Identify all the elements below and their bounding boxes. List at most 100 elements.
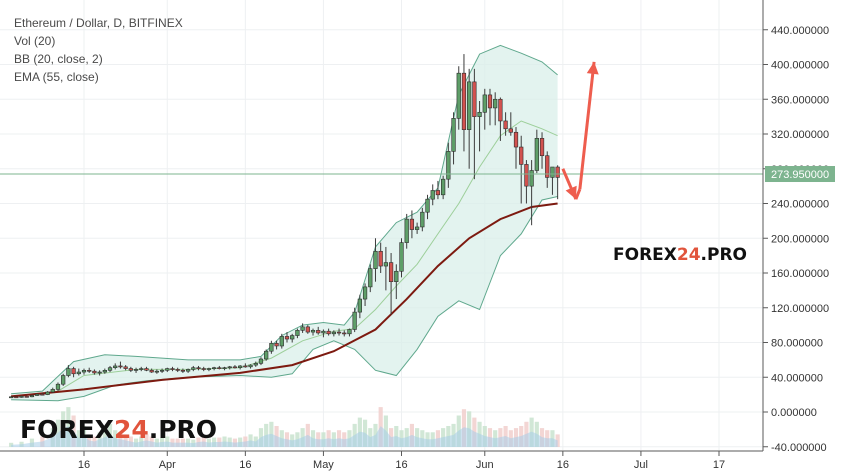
candle-body bbox=[19, 396, 24, 398]
price-axis-tick-label: 0.000000 bbox=[771, 407, 817, 419]
candle-body bbox=[149, 369, 154, 373]
candle-body bbox=[430, 190, 435, 200]
candle-body bbox=[383, 262, 389, 267]
chart-legend: Ethereum / Dollar, D, BITFINEX Vol (20) … bbox=[14, 14, 183, 86]
candle-body bbox=[232, 366, 238, 369]
candle-body bbox=[300, 326, 305, 331]
candle-body bbox=[24, 396, 29, 398]
time-axis-tick-label: Apr bbox=[159, 459, 176, 471]
candle-body bbox=[290, 335, 295, 340]
candle-body bbox=[128, 368, 133, 371]
price-axis-tick-label: -40.000000 bbox=[771, 442, 827, 454]
candle-body bbox=[295, 330, 300, 336]
bb-upper-line bbox=[11, 44, 558, 395]
candle-body bbox=[113, 365, 118, 368]
candle-body bbox=[107, 367, 113, 371]
forecast-arrow-joint bbox=[574, 188, 582, 200]
candle-body bbox=[409, 218, 415, 230]
time-axis-tick-label: Jul bbox=[634, 459, 648, 471]
candle-body bbox=[71, 368, 76, 375]
candle-body bbox=[243, 365, 248, 368]
candle-body bbox=[519, 146, 524, 165]
candle-body bbox=[253, 363, 258, 366]
candle-body bbox=[102, 369, 107, 373]
candle-body bbox=[159, 369, 165, 372]
time-axis-tick-label: 17 bbox=[713, 459, 725, 471]
candle-body bbox=[97, 371, 102, 374]
ema-line-path bbox=[11, 202, 558, 398]
candle-body bbox=[414, 226, 420, 230]
price-axis-tick-label: 240.000000 bbox=[771, 199, 829, 211]
forecast-arrows bbox=[561, 61, 599, 200]
price-axis-tick-label: 160.000000 bbox=[771, 268, 829, 280]
last-price-label: 273.950000 bbox=[771, 169, 829, 181]
candle-body bbox=[326, 330, 331, 335]
candle-body bbox=[14, 396, 19, 399]
candle-body bbox=[362, 286, 368, 300]
candle-body bbox=[66, 368, 71, 376]
forecast-arrow-up-shaft bbox=[578, 61, 596, 190]
candle-body bbox=[451, 118, 456, 152]
candle-body bbox=[477, 111, 482, 117]
candle-body bbox=[81, 369, 87, 373]
candle-body bbox=[55, 383, 61, 390]
price-axis-tick-label: 320.000000 bbox=[771, 129, 829, 141]
price-axis-tick-label: 200.000000 bbox=[771, 233, 829, 245]
candle-body bbox=[222, 367, 227, 369]
candle-body bbox=[498, 98, 503, 122]
candle-body bbox=[513, 131, 519, 148]
candle-body bbox=[550, 166, 555, 178]
candle-body bbox=[503, 120, 508, 130]
candle-body bbox=[482, 94, 487, 113]
candle-body bbox=[269, 343, 274, 352]
candle-body bbox=[35, 393, 40, 396]
time-axis-tick-label: 16 bbox=[395, 459, 407, 471]
candle-body bbox=[357, 298, 362, 313]
candle-body bbox=[529, 170, 534, 187]
candle-body bbox=[435, 190, 441, 196]
time-axis-tick-label: 16 bbox=[239, 459, 251, 471]
candle-body bbox=[29, 395, 35, 398]
candle-body bbox=[238, 365, 243, 368]
candle-body bbox=[123, 366, 128, 369]
candle-body bbox=[227, 366, 232, 369]
candle-body bbox=[170, 368, 175, 370]
watermark-logo-large: FOREX24.PRO bbox=[20, 415, 218, 444]
watermark-logo-small: FOREX24.PRO bbox=[613, 245, 748, 265]
candle-body bbox=[154, 370, 159, 373]
price-axis-tick-label: 360.000000 bbox=[771, 94, 829, 106]
candle-body bbox=[321, 330, 326, 334]
price-axis-tick-label: 400.000000 bbox=[771, 60, 829, 72]
candle-body bbox=[175, 369, 180, 371]
candle-body bbox=[555, 166, 560, 178]
time-axis-tick-label: 16 bbox=[557, 459, 569, 471]
candle-body bbox=[456, 72, 461, 119]
legend-ema: EMA (55, close) bbox=[14, 70, 99, 84]
legend-bollinger: BB (20, close, 2) bbox=[14, 52, 103, 66]
candle-body bbox=[279, 336, 284, 347]
forecast-arrow-down-head bbox=[565, 185, 577, 200]
candle-body bbox=[461, 72, 467, 130]
candle-body bbox=[139, 368, 144, 370]
candle-body bbox=[394, 270, 399, 282]
bb-band-fill bbox=[11, 45, 558, 401]
candle-body bbox=[206, 368, 212, 370]
ema-line bbox=[11, 202, 558, 398]
price-axis-tick-label: 40.000000 bbox=[771, 372, 823, 384]
candle-body bbox=[399, 242, 404, 272]
candle-body bbox=[524, 164, 529, 187]
candle-body bbox=[472, 81, 477, 117]
time-axis-tick-label: 16 bbox=[78, 459, 90, 471]
candle-body bbox=[274, 343, 279, 347]
candle-body bbox=[118, 365, 123, 368]
candle-body bbox=[87, 369, 92, 372]
candle-body bbox=[487, 94, 493, 109]
candle-body bbox=[9, 396, 14, 399]
candle-body bbox=[196, 367, 201, 369]
candle-body bbox=[336, 331, 342, 334]
candle-body bbox=[352, 311, 357, 330]
candle-body bbox=[420, 211, 425, 228]
